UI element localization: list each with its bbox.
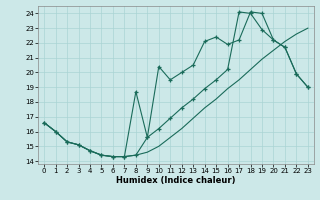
X-axis label: Humidex (Indice chaleur): Humidex (Indice chaleur) (116, 176, 236, 185)
